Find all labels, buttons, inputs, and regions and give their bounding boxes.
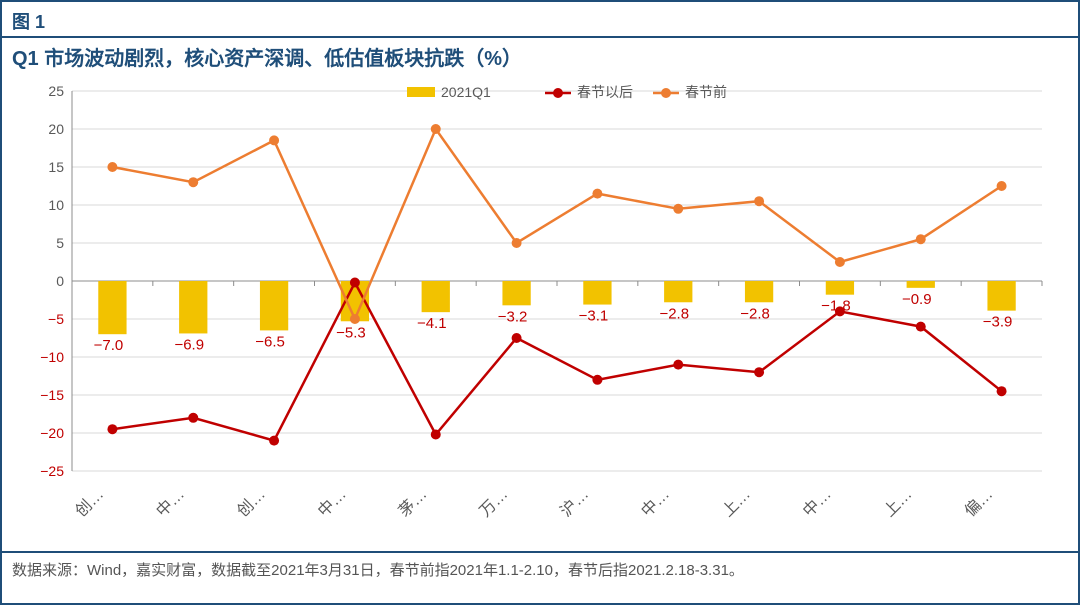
chart-svg: −25 −20 −15 −10 −5 0 5 10 15 20 25 −7.0 −6.9 −6.5 −5.3… (2, 71, 1062, 545)
svg-text:−3.1: −3.1 (579, 308, 609, 325)
svg-text:10: 10 (48, 197, 64, 213)
svg-text:20: 20 (48, 121, 64, 137)
svg-text:中…: 中… (153, 485, 188, 520)
svg-text:沪…: 沪… (557, 485, 592, 520)
svg-text:中…: 中… (314, 485, 349, 520)
svg-text:15: 15 (48, 159, 64, 175)
svg-text:−3.2: −3.2 (498, 308, 528, 325)
svg-text:春节前: 春节前 (685, 84, 727, 100)
svg-text:上…: 上… (719, 485, 754, 520)
svg-text:5: 5 (56, 235, 64, 251)
svg-text:中…: 中… (799, 485, 834, 520)
svg-text:春节以后: 春节以后 (577, 84, 633, 100)
svg-text:−2.8: −2.8 (659, 305, 689, 322)
svg-text:−0.9: −0.9 (902, 291, 932, 308)
svg-text:25: 25 (48, 83, 64, 99)
title-prefix: Q1 (12, 48, 39, 70)
svg-text:2021Q1: 2021Q1 (441, 84, 491, 100)
svg-text:−25: −25 (40, 463, 64, 479)
svg-text:−6.5: −6.5 (255, 333, 285, 350)
figure-label: 图 1 (12, 12, 45, 32)
svg-text:创…: 创… (234, 485, 269, 520)
svg-text:创…: 创… (72, 485, 107, 520)
footer-source: 数据来源：Wind，嘉实财富，数据截至2021年3月31日，春节前指2021年1… (2, 551, 1078, 586)
svg-text:−3.9: −3.9 (983, 314, 1013, 331)
svg-text:上…: 上… (880, 485, 915, 520)
title-text: 市场波动剧烈，核心资产深调、低估值板块抗跌（%） (39, 48, 522, 70)
svg-text:中…: 中… (638, 485, 673, 520)
svg-text:−6.9: −6.9 (174, 336, 204, 353)
svg-text:−7.0: −7.0 (94, 337, 124, 354)
svg-text:0: 0 (56, 273, 64, 289)
chart-area: −25 −20 −15 −10 −5 0 5 10 15 20 25 −7.0 −6.9 −6.5 −5.3… (2, 71, 1078, 551)
svg-text:−5.3: −5.3 (336, 324, 366, 341)
chart-title-row: Q1 市场波动剧烈，核心资产深调、低估值板块抗跌（%） (2, 38, 1078, 71)
svg-text:−20: −20 (40, 425, 64, 441)
svg-text:茅…: 茅… (395, 485, 430, 520)
svg-text:偏…: 偏… (961, 485, 996, 520)
svg-text:−15: −15 (40, 387, 64, 403)
svg-text:−2.8: −2.8 (740, 305, 770, 322)
svg-text:−10: −10 (40, 349, 64, 365)
svg-text:−4.1: −4.1 (417, 315, 447, 332)
svg-text:−5: −5 (48, 311, 64, 327)
figure-header: 图 1 (2, 2, 1078, 38)
svg-text:万…: 万… (477, 486, 512, 521)
